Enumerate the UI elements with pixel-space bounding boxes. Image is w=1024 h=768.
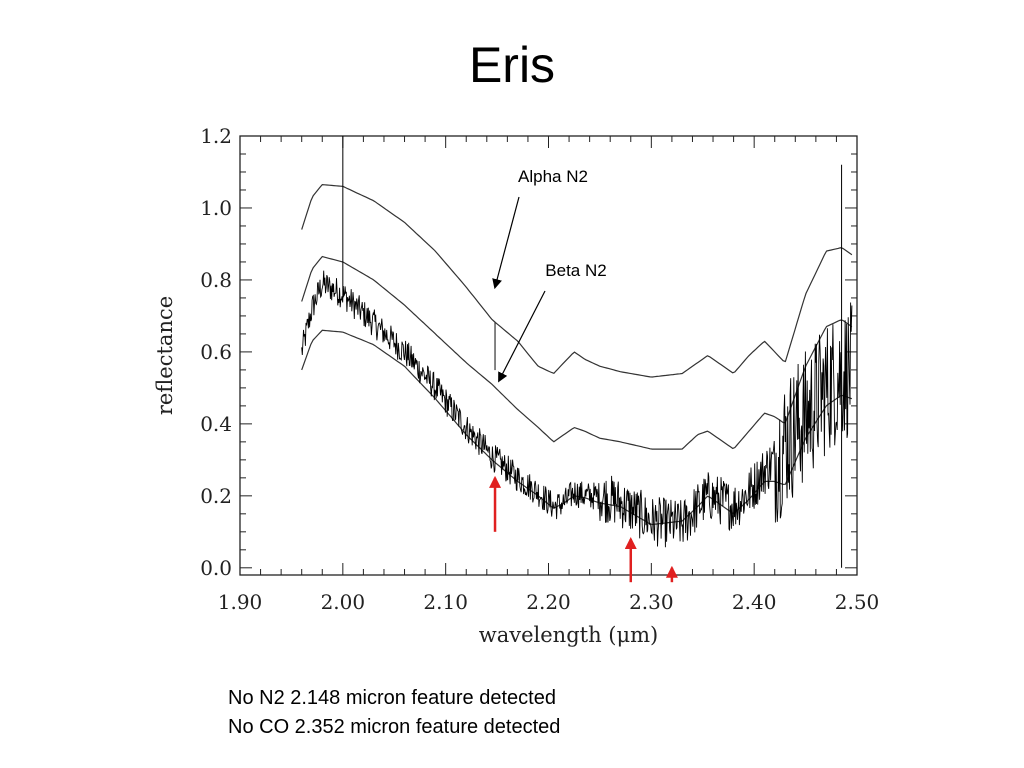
annotation-layer: Alpha N2 Beta N2 <box>489 167 678 583</box>
y-tick-label: 1.0 <box>200 196 232 220</box>
x-tick-label: 2.50 <box>835 590 880 614</box>
x-axis-title: wavelength (μm) <box>479 623 658 647</box>
plot-frame <box>239 135 858 576</box>
x-tick-label: 2.30 <box>629 590 674 614</box>
y-tick-label: 1.2 <box>200 124 232 148</box>
axis-title-layer: wavelength (μm) reflectance <box>153 296 658 647</box>
y-tick-label: 0.2 <box>200 484 232 508</box>
x-tick-label: 2.10 <box>423 590 468 614</box>
observed-spectrum <box>301 270 853 548</box>
x-tick-label: 1.90 <box>218 590 263 614</box>
axis-ticks: 1.90 2.00 2.10 2.20 2.30 2.40 2.50 0.0 0.2 0.4 0.6… <box>200 124 879 614</box>
annotation-arrow <box>498 290 546 383</box>
x-tick-label: 2.00 <box>321 590 366 614</box>
y-tick-label: 0.4 <box>200 412 232 436</box>
slide-title: Eris <box>468 37 556 93</box>
y-axis-title: reflectance <box>153 296 177 415</box>
annotation-label: Beta N2 <box>545 261 606 280</box>
plot-border <box>239 135 858 576</box>
model-curve-1 <box>301 255 853 450</box>
x-tick-label: 2.20 <box>526 590 571 614</box>
y-tick-label: 0.6 <box>200 340 232 364</box>
series-layer <box>301 136 853 568</box>
model-curve-0 <box>301 183 853 378</box>
y-tick-label: 0.0 <box>200 556 232 580</box>
note-co: No CO 2.352 micron feature detected <box>228 716 561 738</box>
y-tick-label: 0.8 <box>200 268 232 292</box>
x-tick-label: 2.40 <box>732 590 777 614</box>
spectrum-chart: 1.90 2.00 2.10 2.20 2.30 2.40 2.50 0.0 0.2 0.4 0.6… <box>153 124 879 647</box>
annotation-arrow <box>492 196 520 290</box>
annotation-label: Alpha N2 <box>518 167 588 186</box>
notes: No N2 2.148 micron feature detected No C… <box>228 684 560 742</box>
note-n2: No N2 2.148 micron feature detected <box>228 687 556 709</box>
